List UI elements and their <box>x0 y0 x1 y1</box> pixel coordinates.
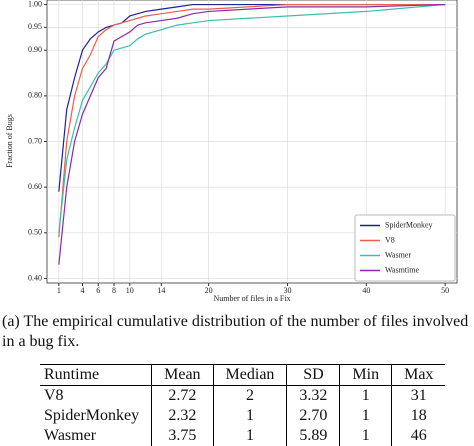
table-cell: 5.89 <box>286 426 341 446</box>
table-cell: 1 <box>339 385 393 406</box>
x-tick-label: 8 <box>112 286 116 295</box>
series-line <box>58 3 446 192</box>
table-cell: 18 <box>410 407 427 424</box>
table-cell: 46 <box>410 427 427 444</box>
header-cell: Runtime <box>40 364 153 386</box>
x-tick-label: 6 <box>96 286 100 295</box>
y-tick-label: 0.60 <box>28 182 42 191</box>
y-tick-label: 0.90 <box>28 45 42 54</box>
header-row: Runtime Mean Median SD Min Max <box>40 364 446 386</box>
header-cell: Median <box>213 364 288 386</box>
header-cell: SD <box>286 364 341 386</box>
x-tick-label: 1 <box>57 286 61 295</box>
table-cell: 1 <box>339 406 393 426</box>
table-cell: SpiderMonkey <box>40 406 153 426</box>
legend-label: Wasmer <box>385 250 411 259</box>
y-tick-label: 0.95 <box>28 22 42 31</box>
table-cell: 3.32 <box>286 385 341 406</box>
table-cell: 1 <box>213 426 288 446</box>
table-cell: 3.75 <box>151 426 214 446</box>
table-cell: 2.72 <box>151 385 214 406</box>
table-cell: V8 <box>40 385 153 406</box>
table-row: Wasmer 3.75 1 5.89 1 46 <box>40 426 445 446</box>
series-line <box>58 3 446 233</box>
legend-box <box>354 214 456 282</box>
legend: SpiderMonkey V8 Wasmer Wasmtime <box>354 214 456 282</box>
y-tick-label: 0.40 <box>28 273 42 282</box>
table-cell: 1 <box>213 406 288 426</box>
y-tick-label: 0.50 <box>28 228 42 237</box>
y-axis-label: Fraction of Bugs <box>5 114 14 168</box>
x-tick-label: 50 <box>441 286 449 295</box>
table-cell: 31 <box>410 387 427 404</box>
header-cell: Max <box>404 366 434 383</box>
legend-label: V8 <box>385 235 395 244</box>
table-cell: 1 <box>339 426 393 446</box>
x-axis-label: Number of files in a Fix <box>213 294 290 303</box>
x-tick-label: 10 <box>126 286 134 295</box>
header-cell: Min <box>339 364 393 386</box>
y-tick-label: 0.80 <box>28 91 42 100</box>
table-cell: 2.70 <box>286 406 341 426</box>
header-cell: Mean <box>151 364 214 386</box>
legend-label: Wasmtime <box>385 265 419 274</box>
y-tick-label: 1.00 <box>28 0 42 8</box>
stats-table: Runtime Mean Median SD Min Max V8 2.72 2 3.32 1 31 S… <box>40 364 446 446</box>
table-cell: Wasmer <box>40 426 153 446</box>
table-cell: 2.32 <box>151 406 214 426</box>
series-line <box>58 3 446 265</box>
x-tick-label: 30 <box>283 286 291 295</box>
table-cell: 2 <box>213 385 288 406</box>
x-tick-label: 40 <box>362 286 370 295</box>
legend-label: SpiderMonkey <box>385 220 433 229</box>
caption: (a) The empirical cumulative distributio… <box>2 313 469 350</box>
chart: Number of files in a Fix Fraction of Bug… <box>5 0 458 303</box>
y-tick-label: 0.70 <box>28 136 42 145</box>
x-tick-label: 14 <box>157 286 165 295</box>
series-line <box>58 3 446 238</box>
table-row: V8 2.72 2 3.32 1 31 <box>40 385 445 406</box>
table-row: SpiderMonkey 2.32 1 2.70 1 18 <box>40 406 445 426</box>
x-tick-label: 20 <box>205 286 213 295</box>
x-tick-label: 4 <box>80 286 84 295</box>
